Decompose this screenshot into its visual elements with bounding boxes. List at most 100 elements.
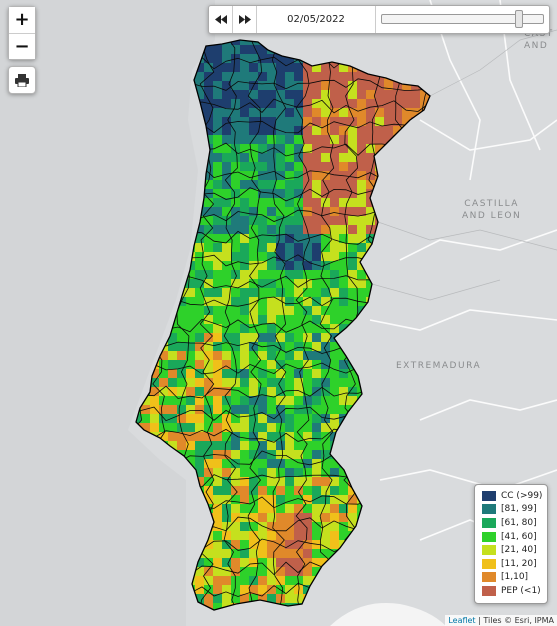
- drought-cell: [240, 369, 250, 379]
- drought-cell: [285, 549, 295, 559]
- drought-cell: [303, 351, 313, 361]
- drought-cell: [276, 261, 286, 271]
- legend-label: [1,10]: [501, 572, 529, 583]
- drought-cell: [231, 306, 241, 316]
- drought-cell: [159, 369, 169, 379]
- drought-cell: [285, 324, 295, 334]
- zoom-in-button[interactable]: +: [9, 7, 35, 33]
- time-slider-handle[interactable]: [514, 10, 523, 28]
- drought-cell: [222, 189, 232, 199]
- drought-cell: [267, 216, 277, 226]
- drought-cell: [267, 63, 277, 73]
- drought-cell: [357, 117, 367, 127]
- drought-cell: [303, 387, 313, 397]
- drought-cell: [249, 90, 259, 100]
- drought-cell: [213, 306, 223, 316]
- drought-cell: [303, 252, 313, 262]
- drought-cell: [249, 333, 259, 343]
- drought-cell: [213, 261, 223, 271]
- drought-cell: [420, 90, 430, 100]
- drought-cell: [294, 144, 304, 154]
- drought-cell: [258, 135, 268, 145]
- drought-cell: [285, 387, 295, 397]
- drought-cell: [321, 513, 331, 523]
- drought-cell: [186, 342, 196, 352]
- drought-cell: [276, 396, 286, 406]
- drought-cell: [267, 504, 277, 514]
- time-slider[interactable]: [376, 6, 549, 33]
- drought-cell: [258, 576, 268, 586]
- drought-cell: [141, 405, 151, 415]
- drought-cell: [240, 243, 250, 253]
- print-button[interactable]: [8, 66, 36, 94]
- step-forward-button[interactable]: [233, 6, 257, 33]
- drought-cell: [276, 558, 286, 568]
- drought-cell: [222, 486, 232, 496]
- zoom-out-button[interactable]: −: [9, 33, 35, 59]
- step-backward-button[interactable]: [209, 6, 233, 33]
- drought-cell: [348, 135, 358, 145]
- drought-cell: [312, 378, 322, 388]
- drought-cell: [285, 441, 295, 451]
- drought-cell: [312, 315, 322, 325]
- drought-cell: [285, 135, 295, 145]
- drought-cell: [249, 378, 259, 388]
- drought-cell: [339, 306, 349, 316]
- drought-cell: [267, 567, 277, 577]
- drought-cell: [213, 225, 223, 235]
- drought-cell: [258, 468, 268, 478]
- drought-cell: [186, 423, 196, 433]
- drought-cell: [258, 162, 268, 172]
- drought-cell: [285, 315, 295, 325]
- drought-cell: [276, 297, 286, 307]
- drought-cell: [303, 378, 313, 388]
- drought-cell: [285, 81, 295, 91]
- drought-cell: [204, 414, 214, 424]
- attribution: Leaflet | Tiles © Esri, IPMA: [445, 615, 557, 626]
- drought-cell: [258, 585, 268, 595]
- drought-cell: [285, 90, 295, 100]
- drought-cell: [312, 207, 322, 217]
- drought-cell: [249, 99, 259, 109]
- drought-cell: [357, 90, 367, 100]
- drought-cell: [267, 153, 277, 163]
- drought-cell: [321, 333, 331, 343]
- drought-cell: [213, 369, 223, 379]
- leaflet-link[interactable]: Leaflet: [448, 616, 476, 625]
- drought-cell: [267, 423, 277, 433]
- drought-cell: [222, 450, 232, 460]
- drought-cell: [339, 180, 349, 190]
- drought-cell: [213, 45, 223, 55]
- drought-cell: [348, 207, 358, 217]
- drought-cell: [267, 306, 277, 316]
- drought-cell: [258, 306, 268, 316]
- drought-cell: [222, 549, 232, 559]
- drought-cell: [339, 405, 349, 415]
- drought-cell: [258, 360, 268, 370]
- drought-cell: [177, 360, 187, 370]
- region-label-castilla-edge: CAST AND: [524, 29, 554, 51]
- drought-cell: [294, 549, 304, 559]
- drought-cell: [267, 585, 277, 595]
- boundary-line: [319, 40, 335, 610]
- drought-cell: [240, 297, 250, 307]
- drought-cell: [249, 72, 259, 82]
- drought-cell: [366, 180, 376, 190]
- legend: CC (>99) [81, 99] [61, 80] [41, 60] [21, 40]…: [474, 484, 548, 604]
- drought-cell: [285, 108, 295, 118]
- drought-cell: [285, 171, 295, 181]
- drought-cell: [258, 441, 268, 451]
- drought-cell: [330, 225, 340, 235]
- drought-cell: [222, 252, 232, 262]
- time-dimension-control: 02/05/2022: [208, 5, 550, 34]
- drought-cell: [231, 459, 241, 469]
- drought-cell: [222, 441, 232, 451]
- admin-boundaries: [371, 29, 557, 301]
- drought-cell: [303, 198, 313, 208]
- drought-cell: [294, 396, 304, 406]
- drought-cell: [312, 81, 322, 91]
- drought-cell: [303, 396, 313, 406]
- drought-cell: [240, 477, 250, 487]
- drought-cell: [204, 495, 214, 505]
